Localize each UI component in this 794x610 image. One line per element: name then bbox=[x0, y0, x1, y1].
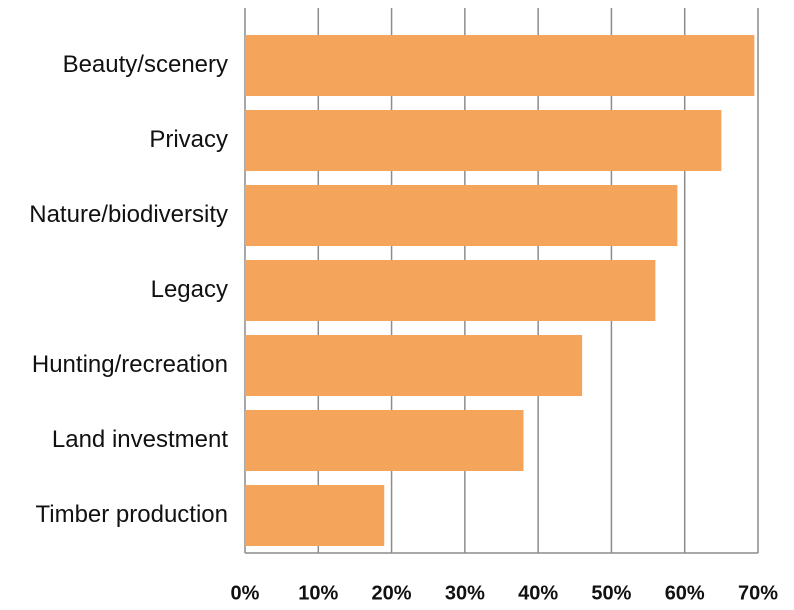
bar bbox=[245, 35, 755, 96]
y-tick-label: Timber production bbox=[35, 501, 228, 528]
y-tick-label: Privacy bbox=[149, 126, 228, 153]
x-tick-label: 60% bbox=[665, 582, 705, 604]
bar bbox=[245, 485, 385, 546]
bar bbox=[245, 335, 583, 396]
x-tick-label: 0% bbox=[231, 582, 260, 604]
x-tick-label: 70% bbox=[738, 582, 778, 604]
y-tick-label: Hunting/recreation bbox=[32, 351, 228, 378]
y-tick-label: Legacy bbox=[151, 276, 228, 303]
bar bbox=[245, 185, 678, 246]
x-tick-label: 20% bbox=[372, 582, 412, 604]
x-tick-label: 50% bbox=[591, 582, 631, 604]
x-tick-label: 40% bbox=[518, 582, 558, 604]
x-tick-label: 30% bbox=[445, 582, 485, 604]
bar bbox=[245, 110, 722, 171]
bar bbox=[245, 260, 656, 321]
y-tick-label: Nature/biodiversity bbox=[29, 201, 228, 228]
y-tick-label: Land investment bbox=[52, 426, 228, 453]
bar bbox=[245, 410, 524, 471]
x-tick-label: 10% bbox=[298, 582, 338, 604]
y-tick-label: Beauty/scenery bbox=[63, 51, 228, 78]
